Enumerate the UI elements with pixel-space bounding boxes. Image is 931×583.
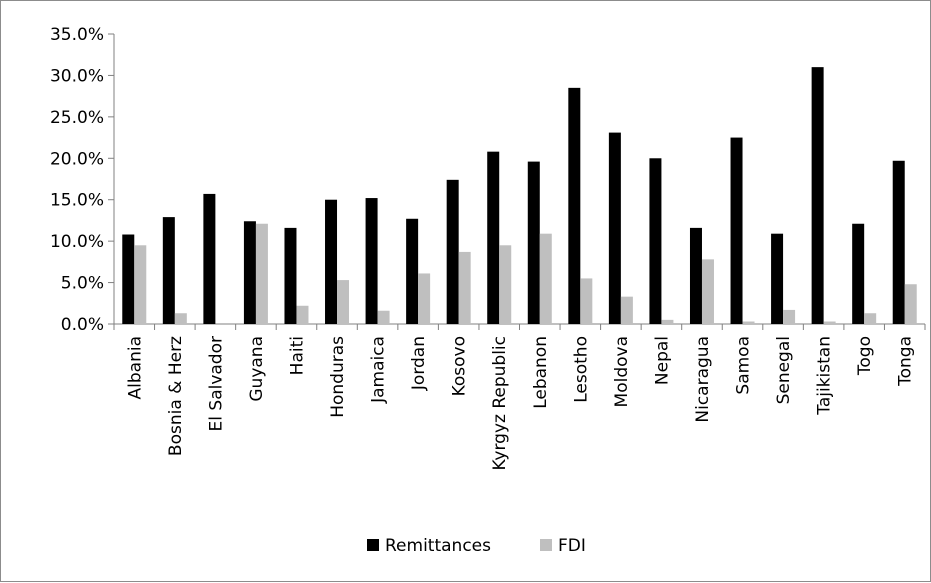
x-category-label: Nepal [652, 336, 672, 385]
x-category-label: Lesotho [571, 336, 591, 403]
y-tick-label: 15.0% [50, 191, 104, 211]
bar-fdi [174, 313, 187, 324]
x-category-label: Nicaragua [693, 336, 713, 423]
y-tick-label: 30.0% [50, 66, 104, 86]
x-category-label: Haiti [287, 336, 307, 375]
bar-remittances [162, 217, 175, 324]
bar-remittances [771, 233, 784, 324]
x-category-label: Kyrgyz Republic [490, 336, 510, 471]
bar-remittances [527, 161, 540, 324]
bar-remittances [852, 223, 865, 324]
bar-fdi [864, 313, 877, 324]
y-tick-label: 25.0% [50, 108, 104, 128]
bar-remittances [689, 227, 702, 324]
bar-fdi [742, 321, 755, 324]
legend-swatch-remittances [367, 539, 379, 551]
legend-label-remittances: Remittances [385, 536, 491, 556]
x-category-label: Samoa [734, 336, 754, 395]
bar-fdi [539, 233, 552, 324]
bar-remittances [487, 151, 500, 324]
bar-remittances [649, 158, 662, 324]
legend: Remittances FDI [367, 536, 586, 556]
y-tick-label: 0.0% [61, 315, 104, 335]
x-axis-ticks [113, 324, 926, 330]
x-category-label: Lebanon [531, 336, 551, 409]
bar-remittances [203, 193, 216, 324]
bar-fdi [337, 280, 350, 324]
bar-remittances [811, 67, 824, 325]
y-tick-label: 10.0% [50, 232, 104, 252]
x-category-label: Tajikistan [815, 336, 835, 416]
x-category-label: Guyana [247, 336, 267, 402]
y-tick-label: 5.0% [61, 274, 104, 294]
x-category-label: Togo [855, 336, 875, 376]
bar-remittances [365, 198, 378, 324]
x-category-label: El Salvador [206, 336, 226, 431]
y-axis-ticks: 0.0% 5.0% 10.0% 15.0% 20.0% 25.0% 30.0% 35.0% [50, 25, 114, 335]
bar-remittances [608, 132, 621, 324]
y-tick-label: 35.0% [50, 25, 104, 45]
legend-swatch-fdi [540, 539, 552, 551]
bar-fdi [418, 273, 431, 324]
bar-fdi [134, 245, 147, 324]
x-category-label: Kosovo [450, 336, 470, 396]
bar-fdi [580, 278, 593, 324]
bar-remittances [243, 221, 256, 324]
bar-fdi [823, 321, 836, 324]
x-category-label: Bosnia & Herz [166, 336, 186, 456]
x-category-label: Albania [125, 336, 145, 399]
bar-remittances [892, 160, 905, 324]
bar-fdi [661, 319, 674, 324]
bar-fdi [620, 296, 633, 324]
x-category-label: Jordan [409, 336, 429, 391]
bar-fdi [499, 245, 512, 324]
bar-remittances [284, 227, 297, 324]
bar-fdi [701, 259, 714, 324]
bar-fdi [255, 223, 268, 324]
x-category-label: Jamaica [369, 336, 389, 404]
bar-remittances [446, 179, 459, 324]
bar-fdi [904, 284, 917, 324]
bar-remittances [122, 234, 135, 324]
bar-remittances [568, 87, 581, 324]
y-tick-label: 20.0% [50, 149, 104, 169]
bar-fdi [458, 251, 471, 324]
bar-fdi [377, 310, 390, 324]
x-category-label: Honduras [328, 336, 348, 418]
x-category-label: Senegal [774, 336, 794, 404]
x-category-label: Tonga [896, 336, 916, 387]
category-labels: Albania Bosnia & Herz El Salvador Guyana Hai… [125, 336, 915, 471]
legend-label-fdi: FDI [558, 536, 586, 556]
x-category-label: Moldova [612, 336, 632, 407]
bar-remittances [730, 137, 743, 324]
bar-fdi [296, 305, 309, 324]
bar-remittances [325, 199, 338, 324]
bar-fdi [783, 309, 796, 324]
bar-remittances [406, 218, 419, 324]
bars [122, 67, 917, 325]
